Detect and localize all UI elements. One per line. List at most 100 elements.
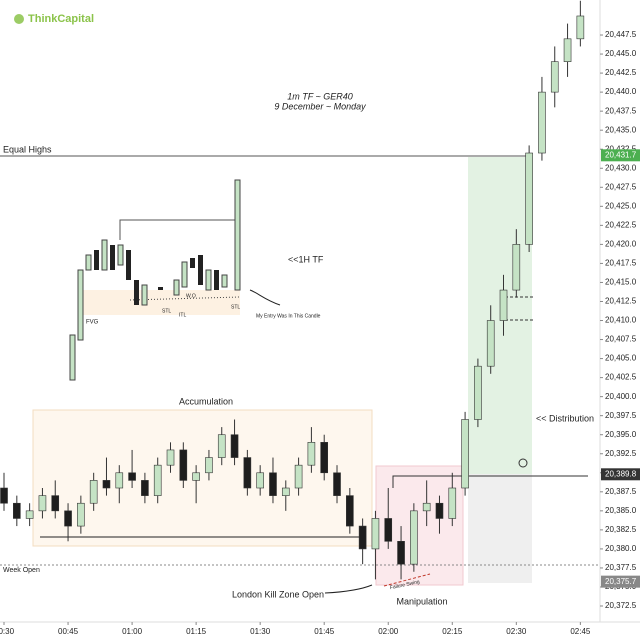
x-tick-label: 01:15 bbox=[186, 627, 207, 636]
y-tick-label: 20,442.5 bbox=[605, 68, 637, 77]
chart-subtitle: 9 December ~ Monday bbox=[274, 101, 366, 111]
failure-swing-line bbox=[383, 573, 431, 587]
candle-body bbox=[474, 365, 482, 420]
annotation: FVG bbox=[86, 320, 99, 326]
candle-body bbox=[499, 289, 508, 321]
annotation: STL bbox=[162, 308, 171, 314]
inset-candle bbox=[234, 179, 241, 291]
y-tick-label: 20,382.5 bbox=[605, 525, 637, 534]
candle-body bbox=[307, 442, 316, 466]
candle-body bbox=[333, 472, 341, 496]
inset-candle bbox=[173, 279, 180, 296]
brand: ThinkCapital bbox=[28, 13, 94, 25]
y-tick-label: 20,440.0 bbox=[605, 87, 637, 96]
price-label: 20,389.8 bbox=[605, 469, 637, 478]
y-tick-label: 20,417.5 bbox=[605, 259, 637, 268]
y-tick-label: 20,395.0 bbox=[605, 430, 637, 439]
brand-icon bbox=[14, 14, 24, 24]
y-tick-label: 20,392.5 bbox=[605, 449, 637, 458]
inset-candle bbox=[117, 244, 124, 266]
y-tick-label: 20,415.0 bbox=[605, 278, 637, 287]
y-tick-label: 20,377.5 bbox=[605, 563, 637, 572]
candle-body bbox=[550, 61, 559, 93]
candle-body bbox=[38, 495, 47, 512]
inset-line bbox=[129, 296, 241, 301]
y-tick-label: 20,405.0 bbox=[605, 354, 637, 363]
inset-candle bbox=[205, 269, 212, 291]
y-tick-label: 20,445.0 bbox=[605, 49, 637, 58]
candle-body bbox=[461, 419, 469, 489]
candle-body bbox=[256, 472, 264, 489]
inset-candle bbox=[101, 239, 108, 271]
y-tick-label: 20,380.0 bbox=[605, 544, 637, 553]
candle-body bbox=[358, 525, 367, 550]
y-tick-label: 20,402.5 bbox=[605, 373, 637, 382]
accumulation-box bbox=[32, 409, 373, 547]
y-tick-label: 20,430.0 bbox=[605, 163, 637, 172]
inset-candle bbox=[94, 250, 99, 270]
candle-body bbox=[77, 502, 85, 527]
annotation: My Entry Was In This Candle bbox=[256, 313, 321, 319]
inset-candle bbox=[141, 284, 148, 306]
inset-candle bbox=[181, 261, 188, 288]
candle-body bbox=[422, 502, 431, 512]
candle-body bbox=[410, 510, 418, 565]
chart-title: 1m TF ~ GER40 bbox=[287, 91, 353, 101]
y-tick-label: 20,407.5 bbox=[605, 335, 637, 344]
candle-body bbox=[397, 540, 405, 565]
candle-body bbox=[13, 502, 21, 519]
candle-body bbox=[205, 457, 213, 474]
y-tick-label: 20,397.5 bbox=[605, 411, 637, 420]
inset-candle bbox=[214, 270, 219, 290]
price-label: 20,431.7 bbox=[605, 150, 637, 159]
y-tick-label: 20,432.5 bbox=[605, 144, 637, 153]
candle-body bbox=[89, 480, 98, 504]
y-tick-label: 20,425.0 bbox=[605, 201, 637, 210]
x-tick-label: 01:30 bbox=[250, 627, 271, 636]
candle-body bbox=[371, 518, 380, 550]
candle-body bbox=[243, 457, 252, 489]
y-tick-label: 20,372.5 bbox=[605, 601, 637, 610]
annotation: London Kill Zone Open bbox=[232, 589, 324, 599]
entry-line bbox=[392, 475, 588, 488]
candle-body bbox=[525, 152, 533, 245]
x-tick-label: 02:45 bbox=[570, 627, 591, 636]
candle-body bbox=[576, 15, 585, 40]
annotation: Equal Highs bbox=[3, 144, 52, 154]
y-tick-label: 20,412.5 bbox=[605, 297, 637, 306]
y-tick-label: 20,437.5 bbox=[605, 106, 637, 115]
annotation: Accumulation bbox=[179, 396, 233, 406]
annotation: ITL bbox=[179, 312, 186, 318]
candle-body bbox=[435, 502, 444, 519]
annotation: << Distribution bbox=[536, 413, 594, 423]
x-tick-label: 01:00 bbox=[122, 627, 143, 636]
y-tick-label: 20,400.0 bbox=[605, 392, 637, 401]
x-tick-label: 02:15 bbox=[442, 627, 463, 636]
y-tick-label: 20,447.5 bbox=[605, 30, 637, 39]
inset-candle bbox=[69, 334, 76, 381]
x-tick-label: 01:45 bbox=[314, 627, 335, 636]
candle-body bbox=[281, 487, 290, 496]
y-tick-label: 20,435.0 bbox=[605, 125, 637, 134]
x-tick-label: 02:00 bbox=[378, 627, 399, 636]
candle-body bbox=[384, 518, 393, 542]
inset-candle bbox=[126, 250, 131, 280]
candle-body bbox=[563, 38, 572, 62]
entry-arrow bbox=[249, 289, 281, 306]
y-tick-label: 20,427.5 bbox=[605, 182, 637, 191]
stop-box bbox=[468, 474, 532, 583]
x-tick-label: 00:30 bbox=[0, 627, 15, 636]
y-tick-label: 20,410.0 bbox=[605, 316, 637, 325]
y-tick-label: 20,385.0 bbox=[605, 506, 637, 515]
inset-candle bbox=[85, 254, 92, 271]
candle-body bbox=[269, 472, 277, 496]
inset-fvg-box bbox=[80, 290, 240, 315]
annotation: STL bbox=[231, 304, 240, 310]
candle-body bbox=[115, 472, 124, 489]
candle-body bbox=[153, 464, 162, 496]
candle-body bbox=[294, 464, 303, 489]
inset-candle bbox=[190, 258, 195, 268]
y-tick-label: 20,420.0 bbox=[605, 239, 637, 248]
